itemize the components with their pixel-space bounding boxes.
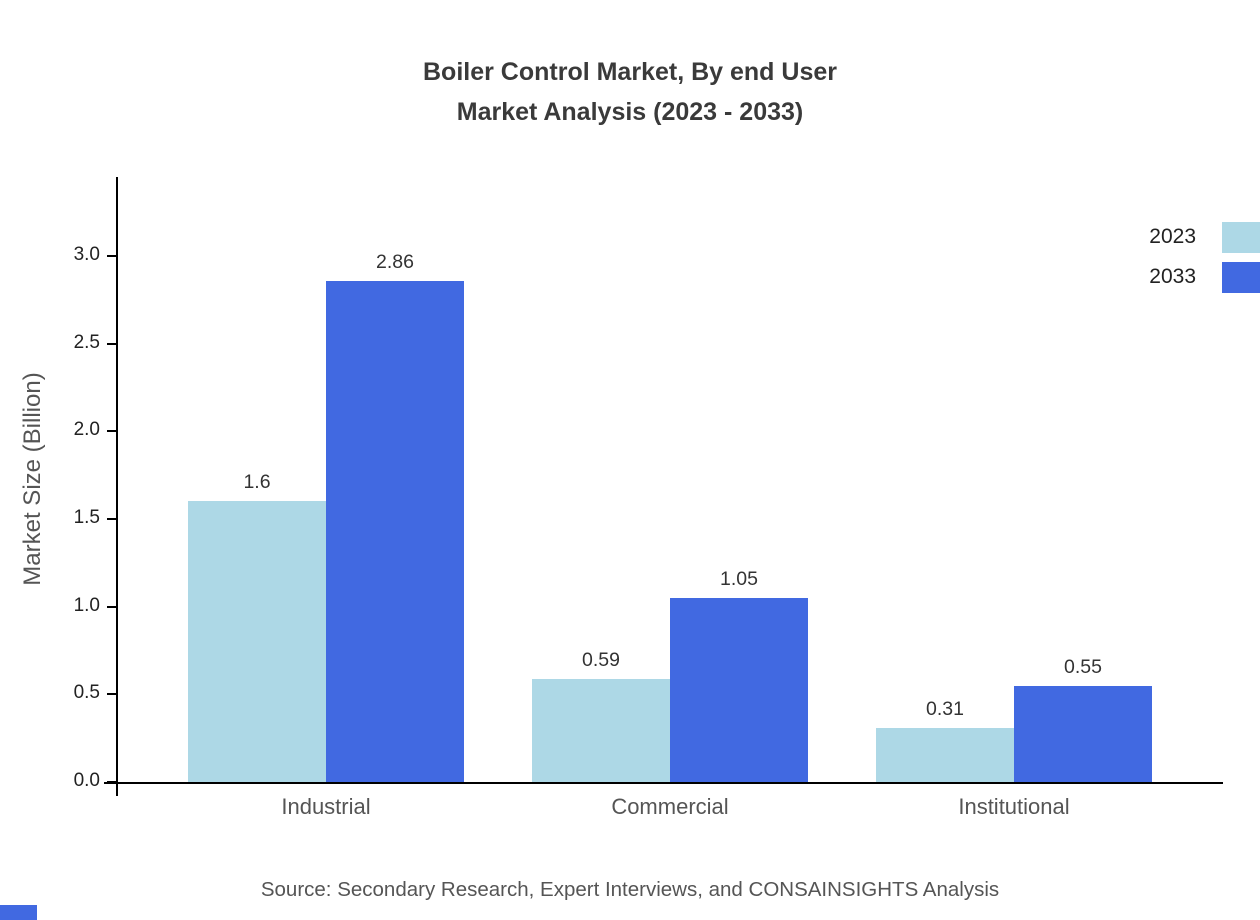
y-tick-label: 0.0 (73, 770, 100, 791)
corner-brand-mark (0, 905, 37, 920)
bar-2023-institutional (876, 727, 1014, 782)
y-tick-mark (107, 342, 116, 345)
x-category-label-institutional: Institutional (958, 794, 1070, 819)
bar-value-label-2023-institutional: 0.31 (926, 697, 964, 720)
y-tick-label: 2.5 (73, 331, 100, 353)
chart-title-line-2: Market Analysis (2023 - 2033) (456, 98, 804, 126)
y-tick-mark (107, 255, 116, 257)
y-tick-mark (107, 430, 116, 433)
x-category-label-industrial: Industrial (281, 794, 371, 819)
bar-2033-commercial (670, 597, 808, 782)
y-tick-mark (107, 518, 116, 520)
legend-label-2023: 2023 (1149, 225, 1196, 248)
legend-swatch-2023 (1222, 222, 1260, 253)
bar-2033-industrial (326, 280, 464, 782)
y-tick-mark (107, 605, 116, 608)
y-tick-label: 0.5 (73, 682, 100, 704)
chart-title: Boiler Control Market, By end User Marke… (0, 52, 1260, 132)
bar-value-label-2023-industrial: 1.6 (243, 471, 271, 494)
y-tick-label: 1.0 (73, 594, 100, 616)
bar-value-label-2033-commercial: 1.05 (720, 567, 758, 590)
bar-value-label-2033-institutional: 0.55 (1064, 655, 1102, 678)
chart-title-line-1: Boiler Control Market, By end User (423, 58, 837, 86)
bar-value-label-2033-industrial: 2.86 (376, 250, 414, 273)
bar-value-label-2023-commercial: 0.59 (582, 648, 620, 671)
y-tick-label: 1.5 (73, 507, 100, 528)
source-note: Source: Secondary Research, Expert Inter… (260, 878, 1000, 901)
x-axis-line (104, 782, 1223, 784)
x-category-label-commercial: Commercial (611, 794, 729, 819)
y-tick-label: 3.0 (73, 244, 100, 265)
legend-label-2033: 2033 (1149, 265, 1196, 288)
bar-2023-industrial (188, 501, 326, 782)
y-tick-mark (107, 781, 116, 783)
legend-swatch-2033 (1222, 262, 1260, 293)
bar-2023-commercial (532, 678, 670, 782)
y-tick-mark (107, 693, 116, 696)
y-axis-line (116, 177, 118, 796)
y-tick-label: 2.0 (73, 419, 100, 441)
bar-2033-institutional (1014, 685, 1152, 782)
y-axis-label: Market Size (Billion) (19, 372, 46, 586)
